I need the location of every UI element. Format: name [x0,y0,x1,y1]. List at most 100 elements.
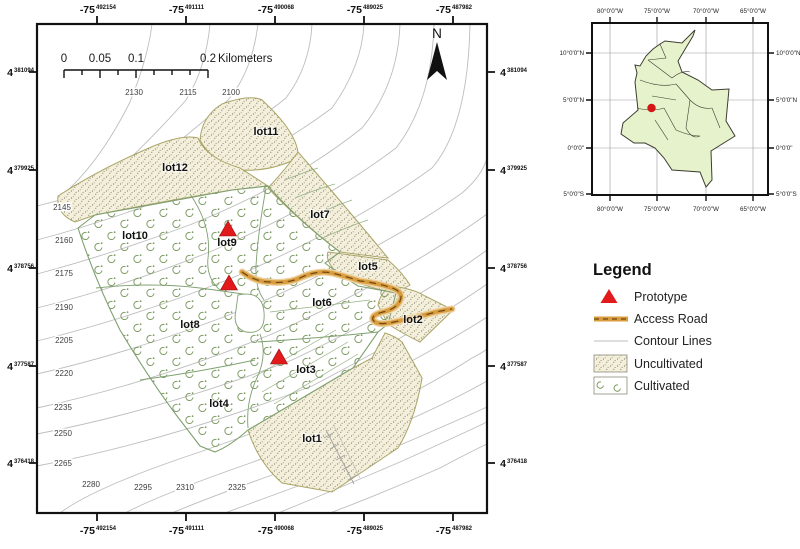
lot-dividers [95,187,379,429]
lot8-label: lot8 [180,319,200,331]
study-site-dot [647,103,656,113]
x-axis-value: 489025 [363,526,384,532]
y-axis-value: 381094 [14,68,35,74]
north-arrow: N [427,26,447,80]
inset-lat-label: 5°0'0"S [563,190,584,198]
y-axis-labels-left: 4 381094 4 379925 4 378756 4 377587 4 37… [7,67,35,470]
inset-lat-labels-left: 10°0'0"N 5°0'0"N 0°0'0" 5°0'0"S [559,49,584,198]
x-axis-value: 487982 [452,5,473,11]
y-axis-label: 4 [500,263,506,275]
main-map: lot1 lot2 lot3 lot4 lot5 lot6 lot7 lot8 … [7,4,528,537]
legend-item-label: Prototype [634,290,688,304]
legend-item-label: Contour Lines [634,334,712,348]
prototype-marker [269,348,289,365]
lot12-label: lot12 [162,162,188,174]
prototype-markers [218,220,289,365]
contour-label: 2175 [55,269,73,278]
inset-lon-label: 80°0'0"W [597,7,623,15]
x-axis-value: 491111 [185,5,205,11]
pond [234,293,265,333]
y-axis-value: 376418 [507,459,528,465]
uncultivated-lots [57,97,454,493]
scale-tick-label: 0.2 [200,53,216,65]
inset-frame [591,22,769,196]
legend-item-label: Access Road [634,312,708,326]
legend-item-label: Uncultivated [634,357,703,371]
legend-plant-glyphs [596,381,621,392]
terrace-lines [251,167,371,405]
y-axis-label: 4 [500,165,506,177]
y-axis-value: 377587 [507,362,528,368]
x-axis-label: -75 [169,525,184,537]
x-axis-label: -75 [80,4,95,16]
x-axis-value: 489025 [363,5,384,11]
contour-label: 2310 [176,483,194,492]
x-axis-value: 492154 [96,5,117,11]
y-axis-label: 4 [7,263,13,275]
lot1-region [247,332,423,493]
lot7-label: lot7 [310,209,330,221]
scale-tick-label: 0.1 [128,53,144,65]
contour-line [329,443,488,514]
legend-item-cultivated: Cultivated [593,376,690,395]
y-axis-value: 376418 [14,459,35,465]
legend-item-uncultivated: Uncultivated [593,354,703,373]
inset-ticks [586,17,774,201]
lot10-label: lot10 [122,230,148,242]
x-axis-label: -75 [258,4,273,16]
lot9-label: lot9 [217,237,237,249]
lot6-label: lot6 [312,297,332,309]
x-axis-labels-top: -75 492154 -75 491111 -75 490068 -75 489… [80,4,473,16]
access-road-dashes [241,271,453,325]
x-axis-label: -75 [347,525,362,537]
department-borders [636,43,721,141]
lot11-region [199,97,299,171]
contour-labels: 2100 2115 2130 2145 2160 2175 2190 2205 … [52,87,248,494]
x-axis-value: 490068 [274,5,295,11]
y-axis-label: 4 [7,165,13,177]
inset-lon-label: 70°0'0"W [693,205,719,213]
x-axis-label: -75 [80,525,95,537]
scale-tick-label: 0 [61,53,67,65]
y-axis-label: 4 [7,361,13,373]
legend: Legend Prototype Access Road Contour Lin… [593,261,712,395]
x-axis-label: -75 [436,525,451,537]
lot5-label: lot5 [358,261,378,273]
y-axis-value: 379925 [507,166,528,172]
inset-lat-label: 0°0'0" [776,144,792,152]
inset-lon-label: 80°0'0"W [597,205,623,213]
x-axis-value: 490068 [274,526,295,532]
lot3-label: lot3 [296,364,316,376]
y-axis-value: 378756 [507,264,528,270]
gully-hatch [323,425,361,485]
contour-label: 2190 [55,303,73,312]
contour-label: 2265 [54,459,72,468]
x-axis-labels-bottom: -75 492154 -75 491111 -75 490068 -75 489… [80,525,473,537]
legend-uncultivated-swatch [593,354,628,373]
contour-label: 2145 [53,203,71,212]
lot1-label: lot1 [302,433,322,445]
contour-label: 2280 [82,480,100,489]
inset-lat-label: 5°0'0"S [776,190,797,198]
legend-cultivated-swatch [593,376,628,395]
y-axis-value: 379925 [14,166,35,172]
contour-line [67,23,153,191]
contour-label: 2295 [134,483,152,492]
legend-prototype-icon [600,289,618,303]
contour-label: 2160 [55,236,73,245]
inset-lon-label: 75°0'0"W [644,7,670,15]
x-axis-label: -75 [347,4,362,16]
colombia-shape [620,29,736,188]
cultivated-lots [77,167,397,453]
prototype-marker [219,274,239,291]
inset-lat-label: 5°0'0"N [563,96,584,104]
y-axis-label: 4 [7,458,13,470]
map-frame-ticks [29,16,495,521]
contour-label: 2250 [54,429,72,438]
inset-lon-label: 65°0'0"W [740,7,766,15]
prototype-marker [218,220,238,237]
x-axis-label: -75 [436,4,451,16]
inset-lon-labels-bottom: 80°0'0"W 75°0'0"W 70°0'0"W 65°0'0"W [597,205,766,213]
